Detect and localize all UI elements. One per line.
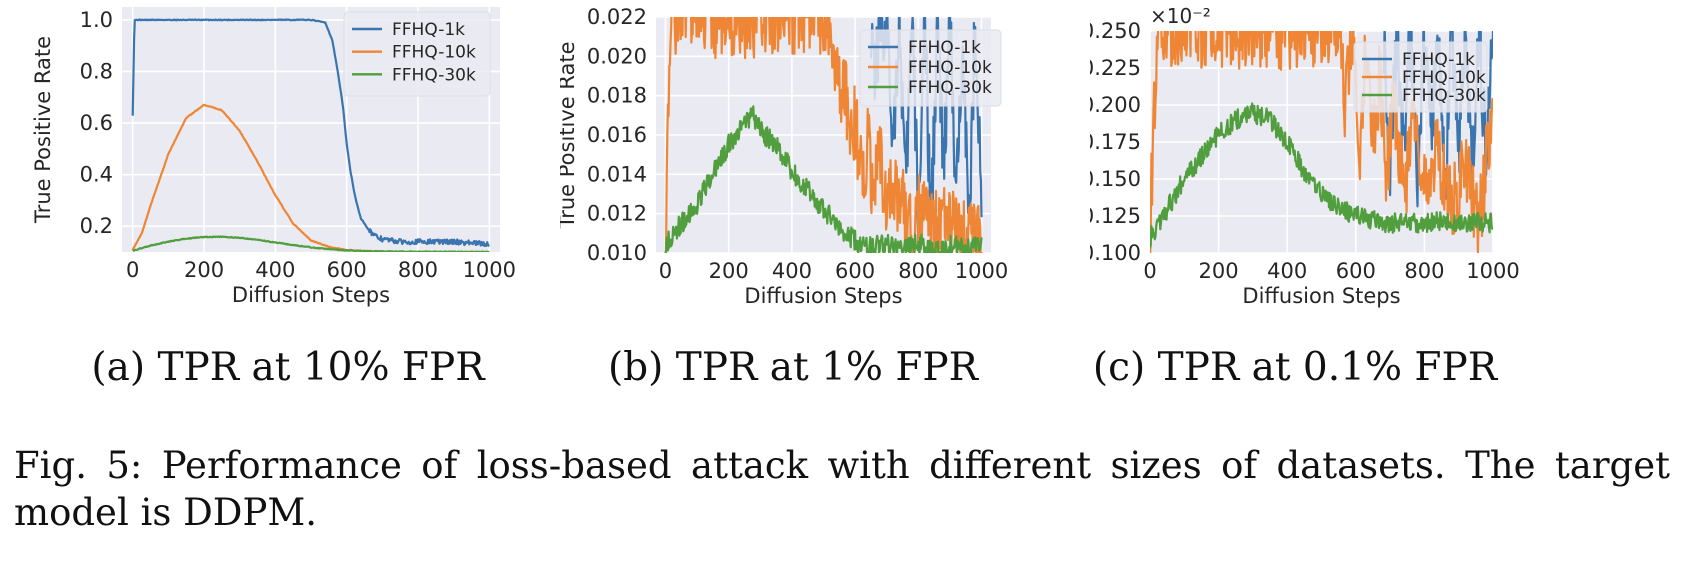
- x-axis-label: Diffusion Steps: [232, 283, 390, 307]
- y-axis-label: True Positive Rate: [560, 41, 579, 229]
- legend-label: FFHQ-1k: [392, 20, 465, 40]
- y-tick-label: 0.175: [1090, 130, 1141, 154]
- y-tick-label: 0.8: [80, 59, 113, 83]
- legend-label: FFHQ-30k: [392, 65, 476, 85]
- y-tick-label: 1.0: [80, 8, 113, 32]
- y-multiplier-label: ×10⁻²: [1150, 4, 1211, 28]
- y-tick-label: 0.016: [587, 123, 647, 147]
- y-tick-label: 0.010: [587, 241, 647, 265]
- chart-panel-a: 0 200 400 600 800 1000 0.2 0.4 0.6 0.8 1.0 Diffusio…: [31, 7, 516, 307]
- x-axis-label: Diffusion Steps: [1242, 284, 1400, 308]
- x-tick-label: 1000: [463, 258, 516, 282]
- y-tick-label: 0.125: [1090, 204, 1141, 228]
- x-tick-label: 200: [184, 258, 224, 282]
- y-tick-label: 0.020: [587, 44, 647, 68]
- y-tick-label: 0.022: [587, 5, 647, 29]
- series-line-ffhq-30k: [131, 235, 490, 252]
- x-tick-label: 0: [659, 259, 672, 283]
- x-tick-label: 1000: [955, 259, 1008, 283]
- series-group: [131, 18, 491, 252]
- chart-panel-b: 0 200 400 600 800 1000 0.010 0.012 0.014 0.016 0.0…: [560, 5, 1008, 308]
- chart-panel-c: 0 200 400 600 800 1000 0.100 0.125 0.150 0.175 0.2…: [1090, 4, 1520, 308]
- y-tick-label: 0.200: [1090, 93, 1141, 117]
- legend-label: FFHQ-30k: [908, 78, 992, 98]
- series-line-ffhq-1k: [131, 18, 491, 248]
- y-tick-label: 0.250: [1090, 19, 1141, 43]
- series-line-ffhq-30k: [664, 105, 983, 253]
- legend-label: FFHQ-10k: [392, 43, 476, 63]
- y-tick-label: 0.225: [1090, 56, 1141, 80]
- subcaption-b: (b) TPR at 1% FPR: [607, 345, 979, 390]
- subcaption-a: (a) TPR at 10% FPR: [91, 345, 485, 390]
- series-line-ffhq-10k: [664, 17, 983, 253]
- x-tick-label: 600: [1336, 259, 1376, 283]
- x-tick-label: 1000: [1466, 259, 1519, 283]
- x-tick-label: 400: [1267, 259, 1307, 283]
- subcaption-c: (c) TPR at 0.1% FPR: [1092, 345, 1498, 390]
- series-line-ffhq-10k: [1150, 31, 1493, 253]
- y-tick-label: 0.014: [587, 162, 647, 186]
- x-tick-label: 800: [398, 258, 438, 282]
- figure-caption: Fig. 5: Performance of loss-based attack…: [14, 444, 1670, 534]
- x-tick-label: 0: [126, 258, 139, 282]
- x-tick-label: 600: [835, 259, 875, 283]
- y-tick-label: 0.150: [1090, 167, 1141, 191]
- legend-label: FFHQ-10k: [1402, 68, 1486, 88]
- x-tick-label: 600: [327, 258, 367, 282]
- x-tick-label: 200: [709, 259, 749, 283]
- y-tick-label: 0.018: [587, 84, 647, 108]
- x-tick-label: 800: [1404, 259, 1444, 283]
- x-tick-label: 400: [772, 259, 812, 283]
- y-tick-label: 0.100: [1090, 241, 1141, 265]
- y-tick-label: 0.6: [80, 111, 113, 135]
- legend-label: FFHQ-30k: [1402, 86, 1486, 106]
- x-tick-label: 400: [255, 258, 295, 282]
- legend-label: FFHQ-10k: [908, 58, 992, 78]
- x-tick-label: 0: [1143, 259, 1156, 283]
- legend-label: FFHQ-1k: [1402, 50, 1475, 70]
- legend-label: FFHQ-1k: [908, 38, 981, 58]
- y-tick-label: 0.2: [80, 214, 113, 238]
- x-tick-label: 200: [1199, 259, 1239, 283]
- y-axis-label: True Positive Rate: [31, 36, 55, 224]
- x-axis-label: Diffusion Steps: [744, 284, 902, 308]
- y-tick-label: 0.012: [587, 202, 647, 226]
- y-tick-label: 0.4: [80, 163, 113, 187]
- series-line-ffhq-30k: [1150, 102, 1493, 249]
- y-axis-label: True Positive Rate: [1090, 48, 1093, 236]
- x-tick-label: 800: [898, 259, 938, 283]
